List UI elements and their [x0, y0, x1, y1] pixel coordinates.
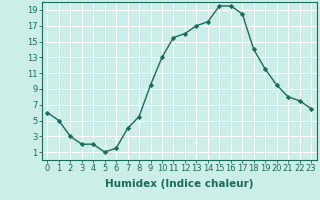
- X-axis label: Humidex (Indice chaleur): Humidex (Indice chaleur): [105, 179, 253, 189]
